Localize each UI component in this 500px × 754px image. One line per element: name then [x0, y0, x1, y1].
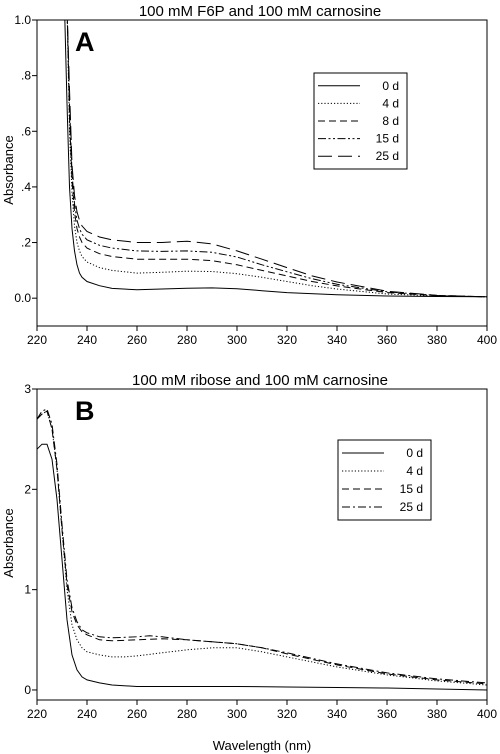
panel-b-letter: B	[75, 396, 95, 426]
panel-a-x-tick-label: 400	[477, 333, 497, 347]
panel-a-series-0d	[64, 20, 487, 298]
panel-a-legend-label: 4 d	[382, 96, 399, 110]
panel-b-x-tick-label: 260	[127, 707, 147, 721]
panel-a-legend-label: 0 d	[382, 79, 399, 93]
panel-a-series-4d	[66, 20, 487, 298]
panel-b-x-tick-label: 280	[177, 707, 197, 721]
panel-a: 100 mM F6P and 100 mM carnosine A Absorb…	[1, 3, 497, 347]
panel-b-title: 100 mM ribose and 100 mM carnosine	[132, 372, 388, 389]
panel-b-x-tick-label: 240	[77, 707, 97, 721]
panel-b-legend-label: 15 d	[400, 482, 423, 496]
panel-b-series-15d	[37, 410, 487, 685]
panel-a-x-tick-label: 360	[377, 333, 397, 347]
panel-b-x-tick-label: 340	[327, 707, 347, 721]
panel-b-legend: 0 d 4 d 15 d 25 d	[337, 439, 432, 521]
panel-b-series-4d	[37, 410, 487, 686]
panel-a-ylabel: Absorbance	[1, 135, 16, 204]
panel-a-x-tick-label: 340	[327, 333, 347, 347]
panel-b-x-tick-label: 380	[427, 707, 447, 721]
panel-b-x-tick-label: 300	[227, 707, 247, 721]
panel-a-y-tick-label: 1.0	[14, 13, 31, 27]
panel-a-y-tick-label: .4	[21, 180, 31, 194]
panel-a-legend: 0 d 4 d 8 d 15 d 25 d	[313, 72, 408, 170]
panel-b-plot-frame	[36, 388, 488, 701]
panel-a-series-25d	[66, 20, 487, 298]
panel-b-legend-label: 0 d	[406, 446, 423, 460]
x-axis-label: Wavelength (nm)	[213, 738, 312, 753]
panel-a-legend-label: 8 d	[382, 114, 399, 128]
panel-a-x-tick-label: 380	[427, 333, 447, 347]
panel-a-series-15d	[66, 20, 487, 298]
panel-a-y-tick-label: 0.0	[14, 291, 31, 305]
panel-b-series-0d	[37, 443, 487, 691]
panel-b-x-tick-label: 220	[27, 707, 47, 721]
panel-a-x-tick-label: 260	[127, 333, 147, 347]
panel-a-x-tick-label: 280	[177, 333, 197, 347]
panel-b-y-tick-label: 2	[24, 482, 31, 496]
panel-a-series-8d	[66, 20, 487, 298]
panel-a-legend-label: 25 d	[376, 149, 399, 163]
panel-a-x-tick-label: 320	[277, 333, 297, 347]
panel-a-y-tick-label: .8	[21, 69, 31, 83]
panel-b-legend-label: 4 d	[406, 464, 423, 478]
panel-a-x-tick-label: 220	[27, 333, 47, 347]
panel-b-x-tick-label: 360	[377, 707, 397, 721]
panel-b-y-tick-label: 1	[24, 583, 31, 597]
panel-a-y-tick-label: .2	[21, 236, 31, 250]
panel-b-y-tick-label: 3	[24, 382, 31, 396]
panel-a-legend-label: 15 d	[376, 132, 399, 146]
panel-a-title: 100 mM F6P and 100 mM carnosine	[139, 3, 381, 20]
panel-b-legend-label: 25 d	[400, 500, 423, 514]
panel-b-x-tick-label: 400	[477, 707, 497, 721]
panel-b-ylabel: Absorbance	[1, 508, 16, 577]
panel-a-x-tick-label: 300	[227, 333, 247, 347]
panel-b: 100 mM ribose and 100 mM carnosine B Abs…	[1, 372, 497, 721]
panel-b-series-25d	[37, 408, 487, 684]
panel-a-plot-frame	[36, 19, 488, 327]
panel-b-y-tick-label: 0	[24, 683, 31, 697]
panel-a-y-tick-label: .6	[21, 124, 31, 138]
panel-b-x-tick-label: 320	[277, 707, 297, 721]
panel-a-letter: A	[75, 27, 95, 57]
panel-a-x-tick-label: 240	[77, 333, 97, 347]
